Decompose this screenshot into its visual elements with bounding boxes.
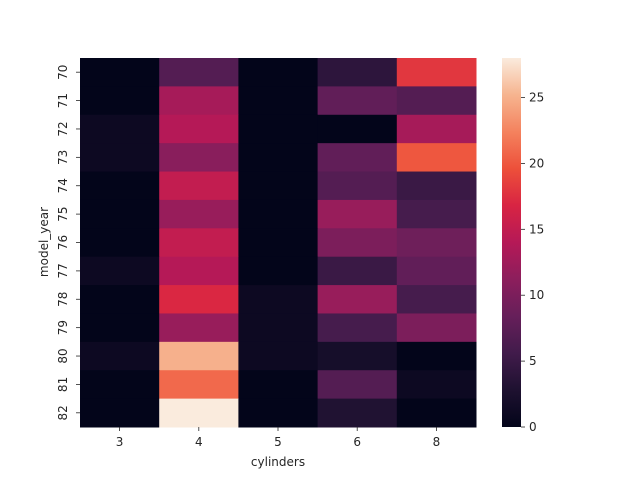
colorbar-tick-label: 15 (529, 222, 544, 236)
y-tick-label: 79 (56, 320, 70, 335)
heatmap-cell (317, 313, 398, 343)
heatmap-cell (159, 228, 239, 258)
heatmap-cell (80, 313, 160, 343)
heatmap-cell (396, 285, 477, 314)
colorbar-tick-label: 5 (529, 354, 537, 368)
heatmap-cell (396, 171, 477, 201)
y-tick-label: 74 (56, 178, 70, 193)
heatmap-cell (80, 86, 160, 116)
y-tick-label: 75 (56, 206, 70, 221)
heatmap-cell (317, 341, 398, 371)
x-tick-label: 5 (274, 435, 282, 449)
heatmap-cell (238, 171, 319, 201)
heatmap-cell (80, 398, 160, 428)
x-axis-ticks: 3 4 5 6 8 (116, 427, 440, 449)
heatmap-cell (317, 370, 398, 400)
heatmap-cell (238, 86, 319, 116)
heatmap-cell (238, 199, 319, 229)
heatmap-cell (80, 370, 160, 400)
heatmap-cell (238, 58, 319, 87)
heatmap-cell (238, 398, 319, 428)
heatmap-cell (238, 114, 319, 144)
colorbar (502, 58, 521, 427)
heatmap-cell (159, 370, 239, 400)
colorbar-tick-label: 20 (529, 156, 544, 170)
heatmap-cell (80, 285, 160, 314)
y-tick-label: 77 (56, 263, 70, 278)
heatmap-cell (80, 171, 160, 201)
heatmap-cell (159, 398, 239, 428)
heatmap-cell (317, 143, 398, 173)
heatmap-cell (317, 398, 398, 428)
heatmap-cell (396, 199, 477, 229)
y-tick-label: 81 (56, 377, 70, 392)
y-tick-label: 82 (56, 405, 70, 420)
heatmap-cell (317, 86, 398, 116)
colorbar-tick-label: 25 (529, 91, 544, 105)
heatmap-cell (80, 228, 160, 258)
heatmap-cell (159, 58, 239, 87)
heatmap-cell (317, 171, 398, 201)
heatmap-cell (317, 58, 398, 87)
y-tick-label: 80 (56, 348, 70, 363)
heatmap-cell (159, 256, 239, 286)
y-tick-label: 78 (56, 292, 70, 307)
heatmap-cell (238, 313, 319, 343)
y-tick-label: 73 (56, 150, 70, 165)
colorbar-ticks: 0 5 10 15 20 25 (521, 91, 544, 434)
heatmap-cell (159, 86, 239, 116)
heatmap-cell (396, 370, 477, 400)
heatmap-cell (396, 398, 477, 428)
y-tick-label: 71 (56, 93, 70, 108)
y-tick-label: 72 (56, 121, 70, 136)
y-tick-label: 76 (56, 235, 70, 250)
heatmap-cell (80, 143, 160, 173)
x-tick-label: 8 (433, 435, 441, 449)
heatmap-cell (159, 313, 239, 343)
y-tick-label: 70 (56, 65, 70, 80)
heatmap-cell (159, 341, 239, 371)
heatmap-cell (238, 143, 319, 173)
heatmap-cell (396, 256, 477, 286)
heatmap-cell (238, 228, 319, 258)
x-axis-label: cylinders (251, 455, 305, 469)
x-tick-label: 3 (116, 435, 124, 449)
heatmap-cell (159, 143, 239, 173)
heatmap-cell (396, 228, 477, 258)
heatmap-cell (317, 256, 398, 286)
heatmap-cell (396, 114, 477, 144)
heatmap-cell (80, 341, 160, 371)
heatmap-cell (80, 199, 160, 229)
colorbar-tick-label: 10 (529, 288, 544, 302)
heatmap-cell (396, 58, 477, 87)
heatmap-cell (317, 199, 398, 229)
heatmap-cell (238, 341, 319, 371)
heatmap-cell (396, 86, 477, 116)
y-axis-label: model_year (37, 207, 51, 277)
heatmap-cell (396, 313, 477, 343)
heatmap-cell (396, 143, 477, 173)
heatmap-cell (159, 199, 239, 229)
y-axis-ticks: 70 71 72 73 74 75 76 77 78 79 80 81 82 (56, 65, 80, 420)
heatmap-cell (159, 285, 239, 314)
x-tick-label: 6 (353, 435, 361, 449)
heatmap-cell (317, 285, 398, 314)
heatmap-cell (159, 171, 239, 201)
heatmap-cell (396, 341, 477, 371)
heatmap-cell (80, 114, 160, 144)
heatmap-cells (80, 58, 477, 428)
heatmap-cell (317, 228, 398, 258)
heatmap-cell (159, 114, 239, 144)
colorbar-tick-label: 0 (529, 420, 537, 434)
heatmap-cell (238, 285, 319, 314)
heatmap-cell (317, 114, 398, 144)
heatmap-cell (238, 370, 319, 400)
heatmap-cell (80, 256, 160, 286)
x-tick-label: 4 (195, 435, 203, 449)
heatmap-cell (238, 256, 319, 286)
heatmap-cell (80, 58, 160, 87)
